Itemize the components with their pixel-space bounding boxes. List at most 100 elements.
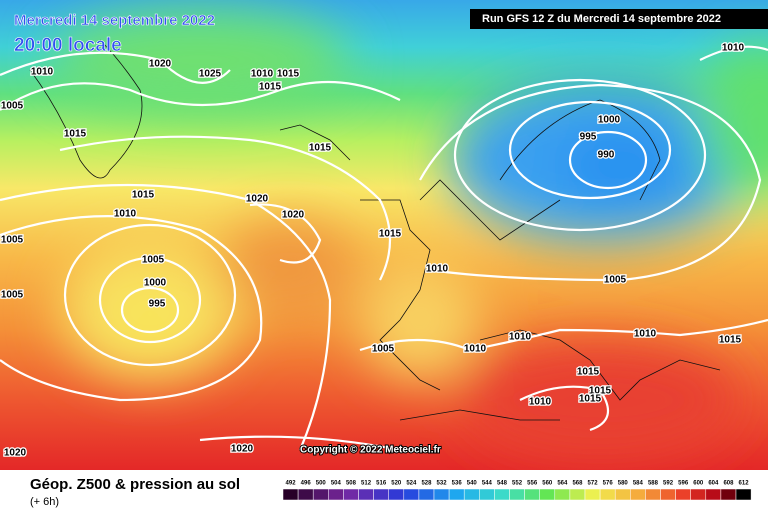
colorbar-swatch xyxy=(433,488,450,501)
colorbar-label: 584 xyxy=(633,481,644,487)
isobar-label: 1005 xyxy=(372,344,395,355)
isobar-label: 1005 xyxy=(604,275,627,286)
colorbar-swatch xyxy=(539,488,556,501)
colorbar-label: 524 xyxy=(406,481,417,487)
isobar-label: 1015 xyxy=(577,367,600,378)
colorbar-label: 608 xyxy=(723,481,734,487)
isobar-label: 1010 xyxy=(509,332,532,343)
colorbar-label: 532 xyxy=(437,481,448,487)
colorbar-swatch xyxy=(630,488,646,501)
footer-title: Géop. Z500 & pression au sol xyxy=(30,476,240,493)
colorbar-swatch xyxy=(388,488,405,501)
colorbar-label: 552 xyxy=(512,481,523,487)
colorbar-swatch xyxy=(448,488,465,501)
isobar-label: 1020 xyxy=(149,59,172,70)
coastlines xyxy=(29,39,721,421)
colorbar-swatch xyxy=(705,488,722,501)
colorbar-label: 540 xyxy=(467,481,478,487)
colorbar: 492 496 500 504 508 512 516 520 524 528 532 536 540 5… xyxy=(282,481,752,501)
colorbar-swatch xyxy=(403,488,420,501)
colorbar-label: 496 xyxy=(301,481,312,487)
colorbar-swatch xyxy=(599,488,616,501)
colorbar-swatch xyxy=(494,488,510,501)
field xyxy=(0,0,768,470)
colorbar-swatch xyxy=(418,488,435,501)
colorbar-label: 592 xyxy=(663,481,674,487)
isobar-label: 1015 xyxy=(132,190,155,201)
colorbar-label: 544 xyxy=(482,481,493,487)
colorbar-label: 492 xyxy=(286,481,297,487)
run-banner xyxy=(470,9,768,29)
isobar-label: 1010 xyxy=(426,264,449,275)
isobar-label: 1010 xyxy=(529,397,552,408)
isobar-label: 1010 xyxy=(114,209,137,220)
colorbar-swatch xyxy=(720,488,737,501)
colorbar-swatch xyxy=(282,488,299,501)
colorbar-label: 560 xyxy=(542,481,553,487)
colorbar-label: 596 xyxy=(678,481,689,487)
isobar-label: 995 xyxy=(149,299,166,310)
colorbar-label: 500 xyxy=(316,481,327,487)
colorbar-label: 588 xyxy=(648,481,659,487)
colorbar-swatch xyxy=(358,488,374,501)
colorbar-label: 568 xyxy=(572,481,583,487)
isobar-label: 1010 xyxy=(251,69,274,80)
colorbar-swatch xyxy=(554,488,571,501)
colorbar-label: 528 xyxy=(421,481,432,487)
colorbar-label: 520 xyxy=(391,481,402,487)
isobar-label: 990 xyxy=(598,150,615,161)
isobar-label: 1010 xyxy=(464,344,487,355)
isobar-label: 995 xyxy=(580,132,597,143)
isobar-label: 1000 xyxy=(144,278,167,289)
run-info: Run GFS 12 Z du Mercredi 14 septembre 20… xyxy=(482,13,721,25)
date: Mercredi 14 septembre 2022 xyxy=(14,12,215,29)
isobar-label: 1015 xyxy=(277,69,300,80)
colorbar-swatch xyxy=(509,488,525,501)
colorbar-swatch xyxy=(297,488,314,501)
isobar-label: 1015 xyxy=(309,143,332,154)
colorbar-swatch xyxy=(645,488,661,501)
colorbar-label: 572 xyxy=(588,481,599,487)
isobar-label: 1010 xyxy=(722,43,745,54)
isobar-label: 1015 xyxy=(719,335,742,346)
footer-lead: (+ 6h) xyxy=(30,496,59,508)
colorbar-swatch xyxy=(690,488,707,501)
colorbar-swatch xyxy=(584,488,601,501)
colorbar-label: 556 xyxy=(527,481,538,487)
colorbar-swatch xyxy=(660,488,676,501)
isobar-label: 1010 xyxy=(634,329,657,340)
colorbar-label: 576 xyxy=(603,481,614,487)
colorbar-label: 508 xyxy=(346,481,357,487)
isobar-label: 1020 xyxy=(231,444,254,455)
isobar-label: 1020 xyxy=(246,194,269,205)
colorbar-swatch xyxy=(735,488,752,501)
colorbar-label: 580 xyxy=(618,481,629,487)
isobar-label: 1015 xyxy=(259,82,282,93)
colorbar-swatch xyxy=(328,488,344,501)
isobar-label: 1005 xyxy=(1,235,24,246)
local-time: 20:00 locale xyxy=(14,35,122,56)
isobar-label: 1015 xyxy=(64,129,87,140)
colorbar-label: 536 xyxy=(452,481,463,487)
colorbar-swatch xyxy=(675,488,691,501)
colorbar-swatch xyxy=(463,488,480,501)
isobar-label: 1005 xyxy=(142,255,165,266)
isobars xyxy=(0,45,768,452)
colorbar-swatch xyxy=(479,488,495,501)
colorbar-label: 612 xyxy=(739,481,750,487)
colorbar-label: 548 xyxy=(497,481,508,487)
isobar-label: 1020 xyxy=(282,210,305,221)
isobar-label: 1005 xyxy=(1,290,24,301)
colorbar-label: 564 xyxy=(557,481,568,487)
colorbar-swatch xyxy=(524,488,540,501)
isobar-label: 1015 xyxy=(379,229,402,240)
colorbar-swatch xyxy=(343,488,359,501)
isobar-label: 1015 xyxy=(579,394,602,405)
isobar-label: 1020 xyxy=(4,448,27,459)
colorbar-label: 504 xyxy=(331,481,342,487)
colorbar-label: 600 xyxy=(693,481,704,487)
colorbar-label: 516 xyxy=(376,481,387,487)
isobar-label: 1015 xyxy=(589,386,612,397)
